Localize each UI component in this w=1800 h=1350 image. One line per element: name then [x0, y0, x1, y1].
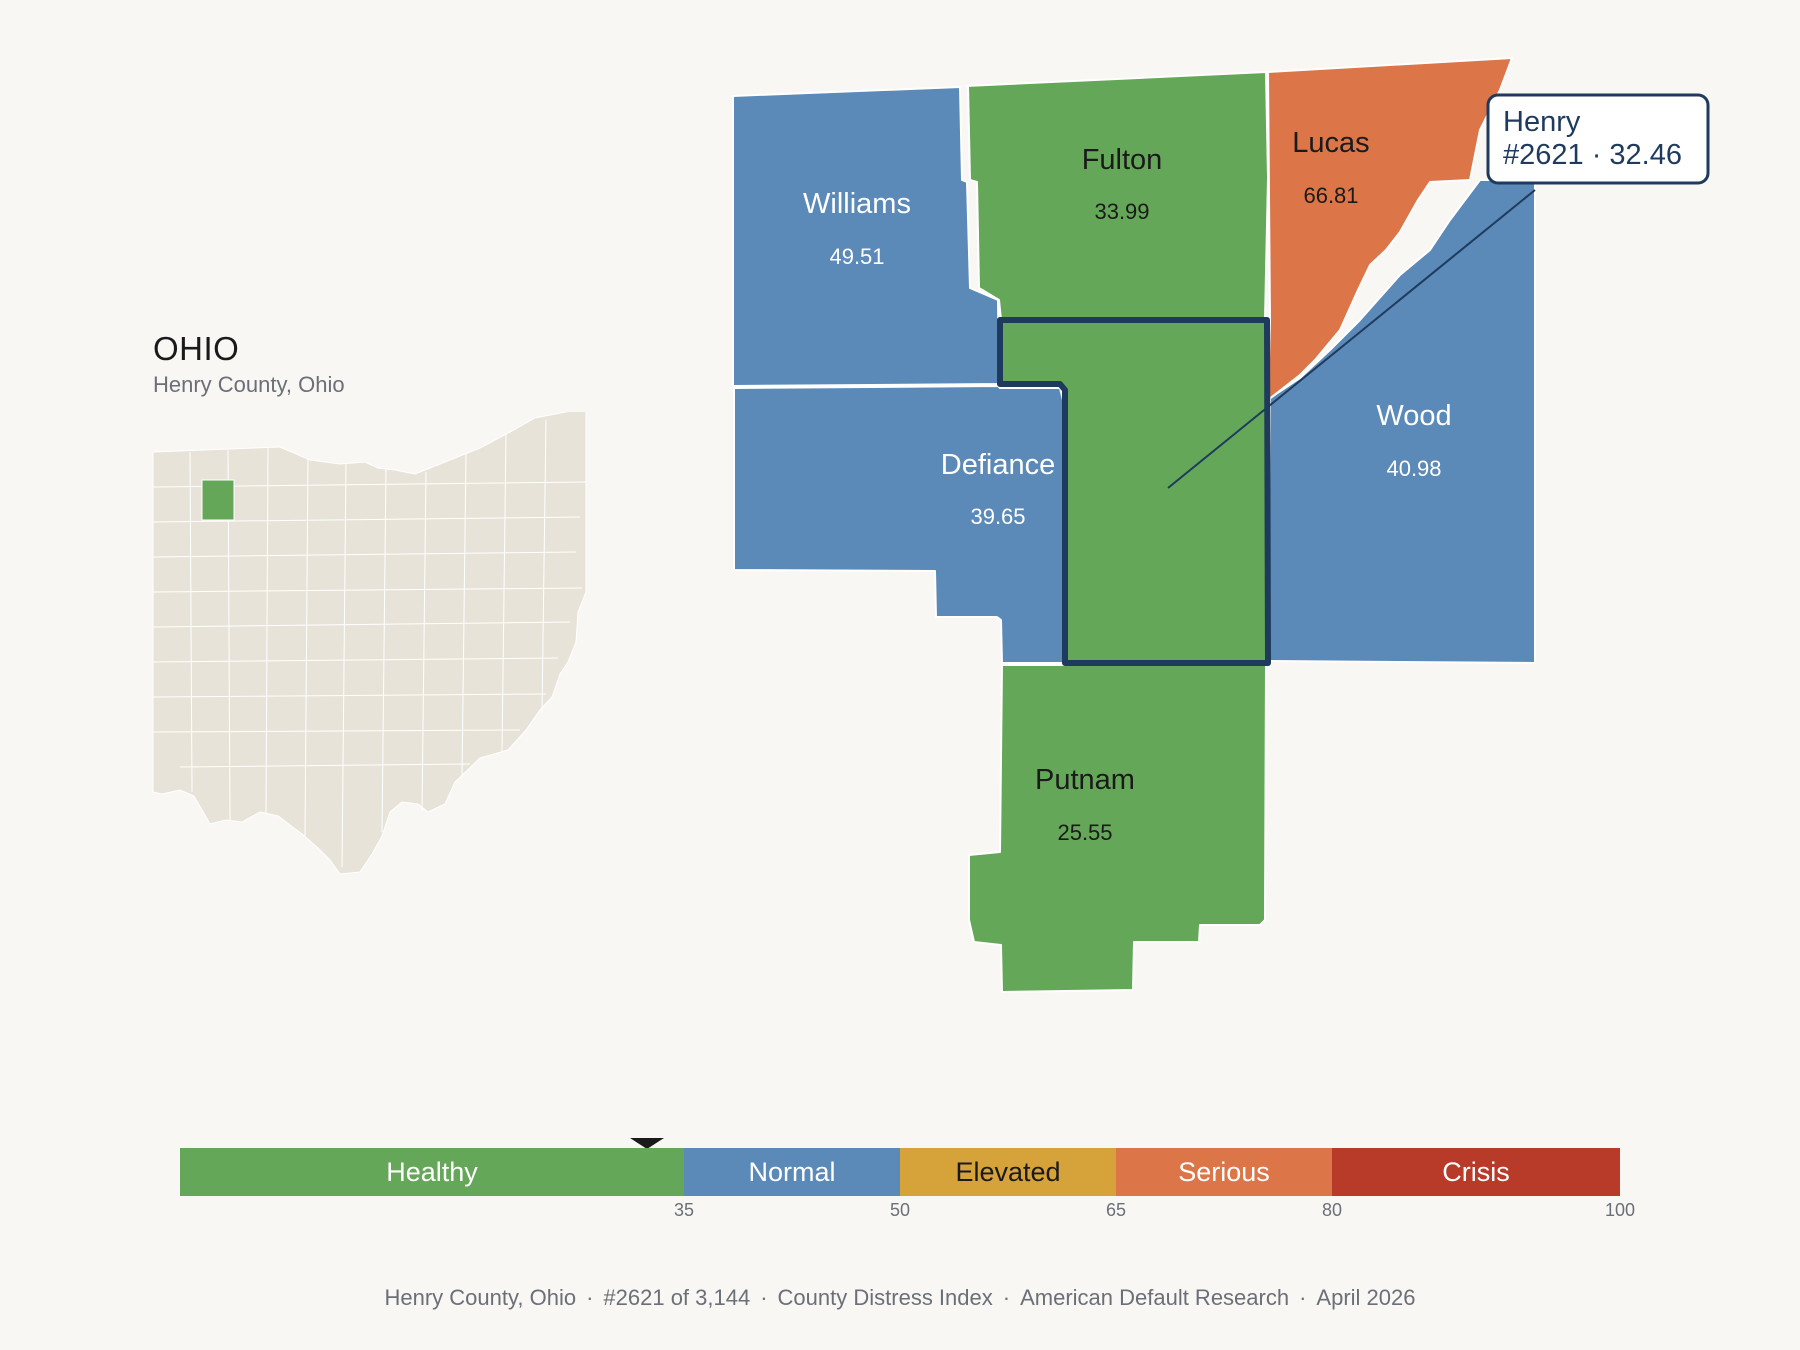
- footer-item: #2621 of 3,144: [603, 1285, 751, 1310]
- county-henry[interactable]: [997, 317, 1271, 666]
- county-label-wood: Wood: [1376, 400, 1451, 432]
- regional-map: Williams 49.51 Fulton 33.99 Lucas 66.81 Defian…: [732, 57, 1710, 993]
- scale-tick: 100: [1604, 1200, 1636, 1220]
- ohio-state-shape: [152, 412, 587, 875]
- county-label-defiance: Defiance: [941, 449, 1055, 481]
- scale-tick: 80: [1321, 1200, 1343, 1220]
- tooltip-leader-line: [1167, 189, 1536, 489]
- scale-segment-crisis: Crisis: [1332, 1148, 1620, 1196]
- county-fulton[interactable]: [965, 71, 1269, 321]
- footer-item: County Distress Index: [777, 1285, 993, 1310]
- footer-separator: ·: [586, 1285, 594, 1310]
- current-value-marker: [630, 1138, 665, 1149]
- state-title: OHIO: [153, 330, 240, 367]
- county-value-defiance: 39.65: [970, 504, 1025, 529]
- county-putnam[interactable]: [968, 664, 1267, 993]
- county-grid: [152, 419, 587, 868]
- county-label-williams: Williams: [803, 188, 911, 220]
- footer-separator: ·: [1002, 1285, 1011, 1310]
- scale-segment-serious: Serious: [1116, 1148, 1332, 1196]
- footer-item: April 2026: [1316, 1285, 1416, 1310]
- footer-item: American Default Research: [1020, 1285, 1290, 1310]
- county-williams[interactable]: [732, 86, 1000, 387]
- tooltip-rank-value: #2621 · 32.46: [1503, 139, 1682, 171]
- county-label-fulton: Fulton: [1082, 144, 1163, 176]
- henry-county-inset-highlight: [201, 479, 235, 521]
- county-value-lucas: 66.81: [1303, 183, 1358, 208]
- tooltip-county-name: Henry: [1503, 106, 1581, 138]
- county-label-lucas: Lucas: [1292, 127, 1369, 159]
- state-subtitle: Henry County, Ohio: [153, 372, 345, 397]
- footer-separator: ·: [1299, 1285, 1307, 1310]
- county-value-williams: 49.51: [829, 244, 884, 269]
- scale-segment-normal: Normal: [684, 1148, 900, 1196]
- county-value-putnam: 25.55: [1057, 820, 1112, 845]
- county-wood[interactable]: [1267, 179, 1536, 664]
- scale-segment-elevated: Elevated: [900, 1148, 1116, 1196]
- county-defiance[interactable]: [733, 385, 1065, 664]
- distress-scale: Healthy Normal Elevated Serious Crisis 35 50 65…: [180, 1138, 1635, 1248]
- county-value-fulton: 33.99: [1094, 199, 1149, 224]
- tooltip: Henry #2621 · 32.46: [1486, 93, 1710, 185]
- footer-item: Henry County, Ohio: [384, 1285, 577, 1310]
- footer-separator: ·: [760, 1285, 768, 1310]
- scale-tick: 65: [1105, 1200, 1127, 1220]
- scale-segment-healthy: Healthy: [180, 1148, 684, 1196]
- county-value-wood: 40.98: [1386, 456, 1441, 481]
- ohio-inset-map: [152, 412, 587, 875]
- footer: Henry County, Ohio · #2621 of 3,144 · County…: [0, 1285, 1800, 1311]
- scale-tick: 35: [673, 1200, 695, 1220]
- scale-tick: 50: [889, 1200, 911, 1220]
- county-label-putnam: Putnam: [1035, 764, 1135, 796]
